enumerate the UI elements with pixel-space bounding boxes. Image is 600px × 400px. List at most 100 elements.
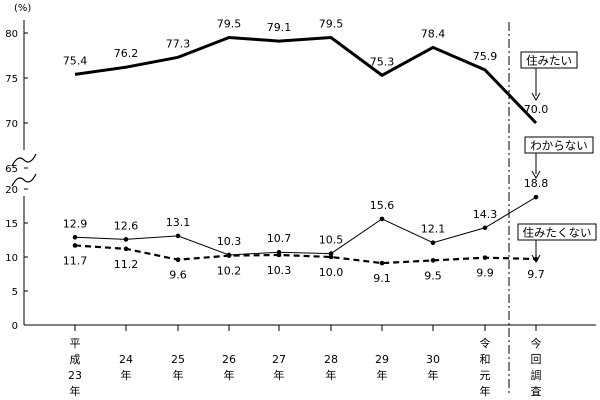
- x-category-label: 令: [480, 336, 491, 350]
- data-point: [482, 255, 488, 260]
- y-tick-label: 70: [5, 119, 18, 130]
- legend-arrow-head: [531, 254, 541, 264]
- data-label: 10.3: [217, 235, 242, 248]
- x-category-label: 回: [531, 353, 542, 366]
- data-label: 14.3: [473, 208, 498, 221]
- x-category-label: 24: [119, 353, 133, 366]
- x-category-label: 年: [326, 368, 337, 382]
- data-point: [175, 257, 181, 263]
- y-tick-label: 5: [12, 287, 18, 298]
- data-label: 9.5: [424, 269, 442, 282]
- data-label: 9.1: [373, 272, 391, 285]
- data-label: 10.5: [319, 234, 344, 247]
- data-point: [430, 258, 436, 263]
- data-label: 10.3: [267, 264, 292, 277]
- x-category-label: 元: [480, 369, 491, 382]
- data-label: 76.2: [114, 47, 139, 60]
- data-label: 79.1: [267, 21, 292, 34]
- x-category-label: 年: [274, 368, 285, 382]
- data-label: 11.2: [114, 258, 139, 271]
- data-label: 79.5: [217, 18, 242, 31]
- axes: 657075808505101520: [5, 20, 596, 395]
- series-lines: [72, 35, 539, 266]
- data-label: 10.0: [319, 266, 344, 279]
- y-tick-label: 75: [5, 74, 18, 85]
- axis-break-bottom: [11, 173, 37, 187]
- series-name-box: [517, 223, 597, 241]
- data-point: [123, 237, 129, 242]
- data-label: 10.2: [217, 265, 242, 278]
- data-point: [123, 246, 129, 252]
- x-category-label: 年: [224, 368, 235, 382]
- x-category-label: 23: [68, 369, 82, 382]
- y-unit-label: (%): [14, 3, 31, 14]
- series-line: [74, 196, 537, 256]
- x-category-label: 25: [171, 353, 185, 366]
- x-category-label: 26: [222, 353, 236, 366]
- data-point: [72, 234, 78, 240]
- data-label: 13.1: [166, 216, 191, 229]
- data-point: [328, 251, 334, 256]
- data-label: 18.8: [524, 177, 549, 190]
- series-name-label: 住みたい: [526, 54, 572, 68]
- data-label: 78.4: [421, 27, 446, 40]
- x-category-label: 年: [173, 368, 184, 382]
- data-label: 9.6: [169, 269, 187, 282]
- series-line: [74, 244, 537, 265]
- x-category-label: 30: [426, 353, 440, 366]
- series-name-box: [520, 51, 578, 69]
- data-label: 15.6: [370, 199, 395, 212]
- data-point: [175, 233, 181, 239]
- data-label: 12.9: [63, 217, 88, 230]
- x-category-label: 29: [375, 353, 389, 366]
- data-label: 10.7: [267, 232, 292, 245]
- axis-break-top: [11, 153, 37, 167]
- data-point: [72, 243, 78, 248]
- y-tick-label: 65: [5, 164, 18, 175]
- data-point: [276, 252, 282, 258]
- data-label: 12.6: [114, 219, 139, 232]
- series-name-box: [524, 136, 594, 154]
- data-label: 70.0: [524, 103, 549, 116]
- data-point: [533, 194, 539, 200]
- data-point: [328, 254, 334, 260]
- x-category-label: 成: [70, 353, 81, 366]
- data-point: [379, 216, 385, 222]
- x-category-label: 28: [324, 353, 338, 366]
- data-label: 75.9: [473, 50, 498, 63]
- data-label: 77.3: [166, 37, 191, 50]
- data-label: 75.4: [63, 54, 88, 67]
- series-name-label: わからない: [530, 139, 588, 153]
- legend-arrow-head: [531, 92, 541, 102]
- data-point: [482, 225, 488, 231]
- legend-arrow-head: [531, 170, 541, 180]
- data-labels: 75.4 76.2 77.3 79.5 79.1 79.5 75.3 78.4 75.9 70.0…: [63, 18, 549, 286]
- data-point: [379, 260, 385, 266]
- x-category-label: 今: [531, 336, 542, 350]
- data-point: [226, 253, 232, 258]
- x-category-label: 査: [531, 384, 542, 398]
- data-label: 9.7: [527, 268, 545, 281]
- y-tick-label: 20: [5, 185, 18, 196]
- x-category-label: 年: [377, 368, 388, 382]
- x-category-label: 和: [480, 353, 491, 366]
- x-category-label: 年: [121, 368, 132, 382]
- series-line: [74, 35, 538, 125]
- data-label: 12.1: [421, 223, 446, 236]
- x-category-label: 年: [428, 368, 439, 382]
- y-tick-label: 80: [5, 29, 18, 40]
- y-tick-label: 0: [12, 321, 18, 332]
- data-label: 11.7: [63, 254, 88, 267]
- series-name-label: 住みたくない: [523, 226, 592, 240]
- data-label: 75.3: [370, 55, 395, 68]
- x-category-label: 年: [480, 384, 491, 398]
- data-label: 9.9: [476, 267, 494, 280]
- x-category-label: 年: [70, 384, 81, 398]
- x-category-label: 平: [70, 337, 81, 350]
- y-tick-label: 10: [5, 253, 18, 264]
- x-category-label: 調: [531, 368, 542, 382]
- y-tick-label: 15: [5, 219, 18, 230]
